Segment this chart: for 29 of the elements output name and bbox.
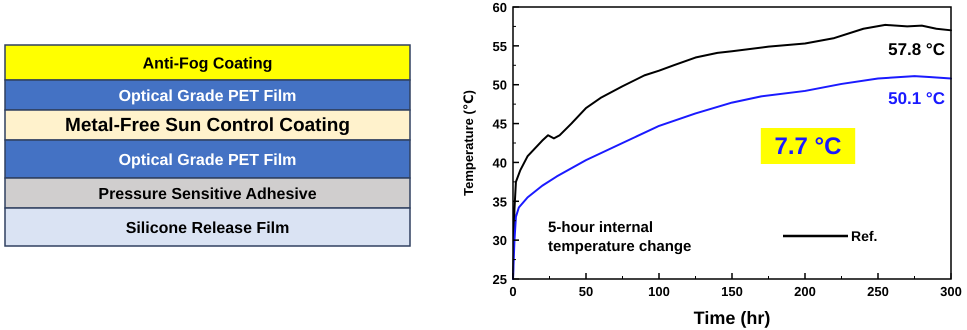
x-tick-label: 300	[940, 284, 962, 299]
y-tick-label: 40	[492, 155, 507, 170]
annotation: 57.8 °C	[888, 40, 945, 59]
category-label: Pressure Sensitive Adhesive	[98, 186, 317, 203]
y-tick-label: 25	[492, 272, 507, 287]
x-axis-title: Time (hr)	[694, 308, 770, 328]
y-tick-label: 35	[492, 194, 507, 210]
x-tick-label: 50	[578, 284, 594, 299]
category-label: Optical Grade PET Film	[118, 88, 296, 105]
x-tick-label: 200	[794, 284, 816, 299]
category-label: Metal-Free Sun Control Coating	[65, 115, 350, 136]
annotation: 50.1 °C	[888, 89, 945, 108]
category-label: Silicone Release Film	[126, 220, 290, 237]
y-tick-label: 30	[492, 233, 507, 248]
annotation: 5-hour internal temperature change	[548, 219, 692, 255]
x-tick-label: 150	[721, 284, 743, 299]
line-series	[512, 75, 952, 280]
x-tick-label: 250	[867, 284, 889, 299]
y-axis-title: Temperature (℃)	[461, 90, 476, 196]
category-label: Optical Grade PET Film	[118, 152, 296, 169]
y-tick-label: 60	[492, 0, 507, 15]
category-label: Anti-Fog Coating	[142, 56, 272, 72]
legend-label: Ref.	[851, 228, 878, 244]
annotation: 7.7 °C	[774, 133, 842, 160]
x-tick-label: 100	[648, 284, 670, 299]
y-tick-label: 55	[492, 38, 507, 54]
y-tick-label: 50	[492, 78, 507, 93]
y-tick-label: 45	[492, 116, 507, 132]
x-tick-label: 0	[509, 284, 517, 299]
